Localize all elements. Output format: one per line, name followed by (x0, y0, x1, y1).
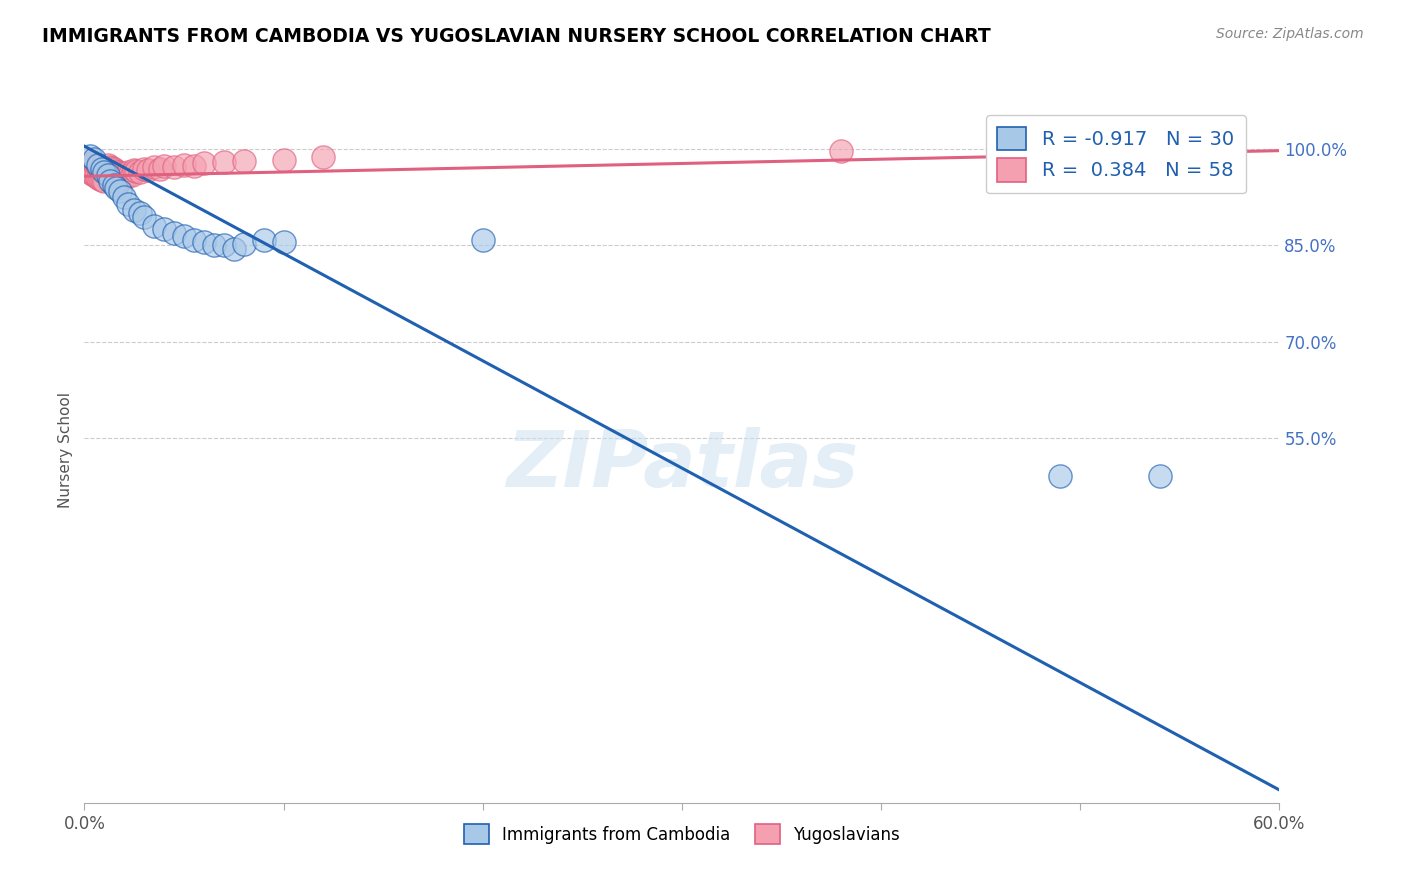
Point (77, 162, 100, 177)
Point (136, 162, 159, 177)
Point (103, 170, 125, 185)
Point (143, 161, 166, 175)
Point (1149, 469, 1171, 483)
Point (115, 169, 138, 184)
Point (122, 203, 145, 218)
Point (129, 165, 152, 179)
Point (93, 164, 115, 178)
Point (273, 235, 295, 249)
Point (75, 161, 97, 176)
Point (89, 161, 111, 176)
Point (222, 242, 245, 256)
Point (132, 161, 156, 176)
Point (83, 155, 105, 169)
Point (86, 169, 108, 184)
Point (103, 162, 125, 177)
Point (202, 238, 225, 252)
Point (193, 156, 215, 170)
Point (96, 162, 118, 177)
Point (471, 233, 494, 247)
Point (105, 163, 128, 178)
Point (125, 164, 148, 178)
Point (91, 161, 114, 176)
Point (98, 174, 121, 188)
Point (97, 167, 120, 181)
Point (107, 172, 129, 186)
Point (193, 235, 215, 250)
Point (105, 181, 128, 195)
Point (96, 165, 118, 179)
Y-axis label: Nursery School: Nursery School (58, 392, 73, 508)
Point (120, 167, 142, 181)
Point (79, 158, 101, 172)
Point (87, 161, 110, 175)
Point (163, 161, 186, 175)
Point (153, 222, 176, 236)
Point (83, 168, 105, 182)
Point (97, 158, 120, 172)
Point (105, 171, 128, 186)
Point (98, 168, 121, 182)
Point (83, 152, 105, 166)
Point (79, 165, 101, 179)
Point (273, 153, 295, 167)
Point (232, 237, 254, 252)
Point (77, 161, 100, 175)
Point (93, 165, 115, 179)
Point (117, 197, 139, 211)
Point (212, 155, 235, 169)
Point (91, 173, 114, 187)
Point (91, 162, 114, 177)
Point (143, 219, 166, 234)
Point (107, 165, 129, 179)
Point (183, 233, 205, 247)
Point (149, 161, 172, 176)
Text: Source: ZipAtlas.com: Source: ZipAtlas.com (1216, 27, 1364, 41)
Point (87, 170, 110, 185)
Point (110, 166, 132, 180)
Point (103, 178, 125, 192)
Point (129, 206, 152, 220)
Point (110, 184, 132, 198)
Point (173, 158, 195, 172)
Point (132, 210, 156, 224)
Point (79, 149, 101, 163)
Point (183, 159, 205, 173)
Point (82, 167, 104, 181)
Point (117, 165, 139, 179)
Point (98, 160, 121, 174)
Point (163, 226, 186, 240)
Point (82, 156, 104, 170)
Point (86, 158, 108, 172)
Point (122, 162, 145, 177)
Point (111, 167, 134, 181)
Point (112, 169, 135, 183)
Point (1049, 469, 1071, 483)
Point (173, 228, 195, 243)
Point (89, 171, 111, 186)
Point (97, 168, 120, 182)
Point (87, 158, 110, 172)
Point (121, 168, 143, 182)
Point (101, 169, 124, 184)
Point (93, 174, 115, 188)
Point (101, 161, 124, 175)
Text: IMMIGRANTS FROM CAMBODIA VS YUGOSLAVIAN NURSERY SCHOOL CORRELATION CHART: IMMIGRANTS FROM CAMBODIA VS YUGOSLAVIAN … (42, 27, 991, 45)
Point (232, 153, 254, 168)
Point (153, 159, 176, 173)
Legend: Immigrants from Cambodia, Yugoslavians: Immigrants from Cambodia, Yugoslavians (457, 817, 907, 851)
Point (212, 238, 235, 252)
Point (112, 190, 135, 204)
Point (830, 144, 852, 158)
Point (110, 174, 132, 188)
Point (253, 233, 276, 247)
Text: ZIPatlas: ZIPatlas (506, 426, 858, 502)
Point (312, 150, 335, 164)
